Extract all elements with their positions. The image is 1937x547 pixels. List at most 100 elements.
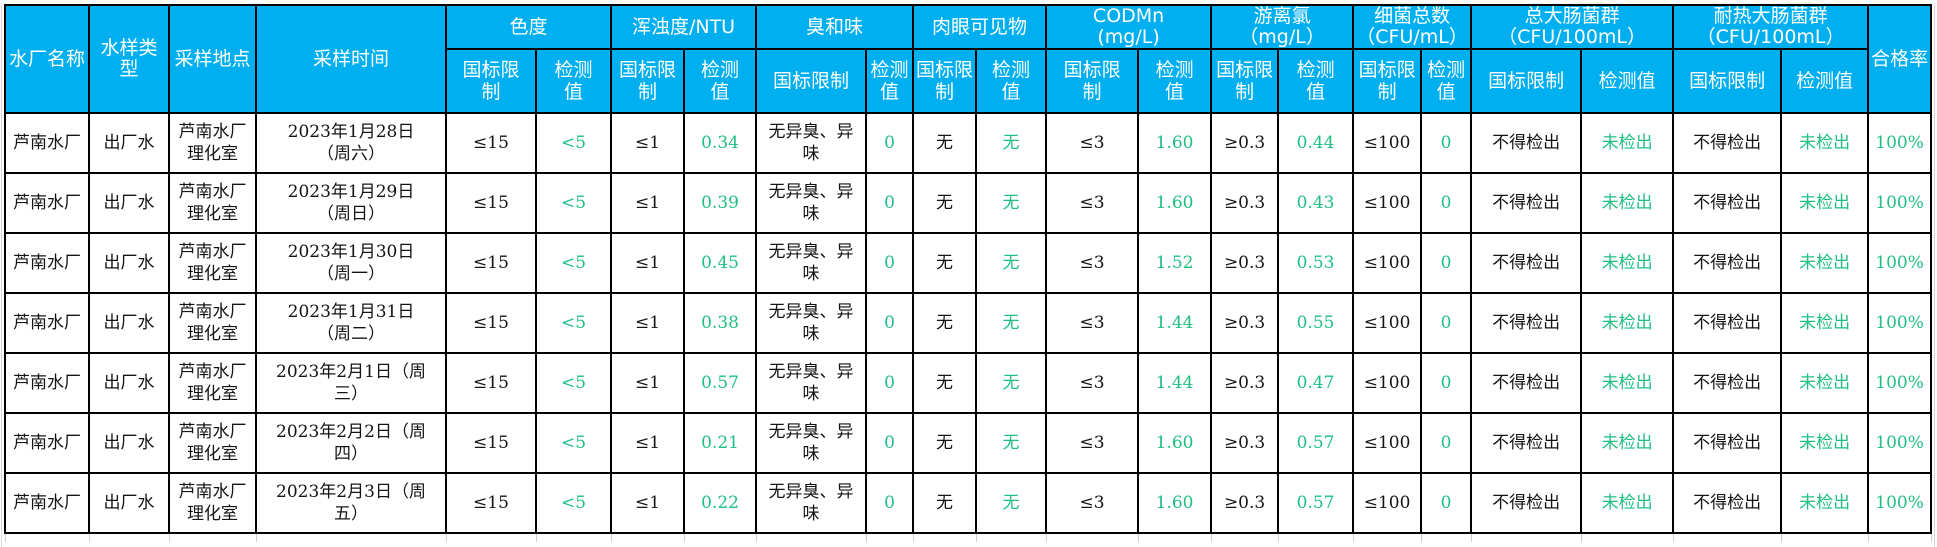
colority-limit-cell: ≤15 xyxy=(445,112,537,174)
cutoff-cell xyxy=(1780,532,1869,542)
bacteria-count-limit-cell: ≤100 xyxy=(1352,352,1423,414)
thermotolerant-coliform-limit-cell: 不得检出 xyxy=(1672,112,1783,174)
turbidity-limit-cell: ≤1 xyxy=(610,472,686,534)
pass-rate-cell: 100% xyxy=(1867,412,1933,474)
odor-taste-value-cell: 0 xyxy=(865,352,915,414)
group-unit: （CFU/100mL） xyxy=(1696,26,1845,48)
bacteria-count-value-cell: 0 xyxy=(1420,352,1473,414)
total-coliform-limit-cell: 不得检出 xyxy=(1470,412,1583,474)
sampling-time-cell: 2023年2月2日（周四） xyxy=(255,412,447,474)
visible-matter-limit-cell: 无 xyxy=(912,172,978,234)
colority-value-cell: <5 xyxy=(534,232,613,294)
sampling-location-cell: 芦南水厂理化室 xyxy=(168,232,257,294)
colority-limit-cell: ≤15 xyxy=(445,412,537,474)
visible-matter-value-cell: 无 xyxy=(975,112,1048,174)
total-coliform-value-cell: 未检出 xyxy=(1580,172,1675,234)
col-header-odor-taste-limit: 国标限制 xyxy=(755,48,868,114)
group-label: 细菌总数 xyxy=(1374,5,1451,27)
thermotolerant-coliform-limit-cell: 不得检出 xyxy=(1672,232,1783,294)
sample-type-cell: 出厂水 xyxy=(88,472,170,534)
cutoff-cell xyxy=(683,532,757,542)
cutoff-cell xyxy=(1672,532,1782,542)
group-label: 色度 xyxy=(509,15,548,38)
col-header-codmn-limit: 国标限制 xyxy=(1045,48,1140,114)
col-header-thermotolerant-coliform-limit: 国标限制 xyxy=(1672,48,1783,114)
col-group-odor-taste: 臭和味 xyxy=(755,4,915,50)
cutoff-cell xyxy=(1045,532,1139,542)
table-row: 芦南水厂 出厂水 芦南水厂理化室 2023年1月31日（周二） ≤15 <5 ≤1 0.38 无… xyxy=(4,292,1933,354)
total-coliform-limit-cell: 不得检出 xyxy=(1470,472,1583,534)
group-label: 总大肠菌群 xyxy=(1524,5,1620,27)
cutoff-cell xyxy=(1277,532,1354,542)
cutoff-cell xyxy=(1580,532,1674,542)
col-group-turbidity: 浑浊度/NTU xyxy=(610,4,758,50)
thermotolerant-coliform-limit-cell: 不得检出 xyxy=(1672,412,1783,474)
colority-value-cell: <5 xyxy=(534,112,613,174)
group-unit: （CFU/100mL） xyxy=(1498,26,1647,48)
thermotolerant-coliform-limit-cell: 不得检出 xyxy=(1672,292,1783,354)
visible-matter-value-cell: 无 xyxy=(975,412,1048,474)
table-row: 芦南水厂 出厂水 芦南水厂理化室 2023年2月1日（周三） ≤15 <5 ≤1 0.57 无异… xyxy=(4,352,1933,414)
table-row: 芦南水厂 出厂水 芦南水厂理化室 2023年1月28日（周六） ≤15 <5 ≤1 0.34 无… xyxy=(4,112,1933,174)
turbidity-value-cell: 0.22 xyxy=(683,472,758,534)
free-chlorine-limit-cell: ≥0.3 xyxy=(1210,112,1280,174)
cutoff-cell xyxy=(912,532,977,542)
group-label: CODMn xyxy=(1092,5,1165,27)
colority-limit-cell: ≤15 xyxy=(445,172,537,234)
sample-type-cell: 出厂水 xyxy=(88,232,170,294)
thermotolerant-coliform-limit-cell: 不得检出 xyxy=(1672,472,1783,534)
sampling-location-cell: 芦南水厂理化室 xyxy=(168,412,257,474)
col-header-free-chlorine-value: 检测值 xyxy=(1277,48,1355,114)
cutoff-cell xyxy=(1210,532,1279,542)
col-header-sample-type: 水样类型 xyxy=(88,4,170,114)
thermotolerant-coliform-value-cell: 未检出 xyxy=(1780,112,1870,174)
free-chlorine-limit-cell: ≥0.3 xyxy=(1210,292,1280,354)
plant-name-cell: 芦南水厂 xyxy=(4,412,90,474)
pass-rate-cell: 100% xyxy=(1867,472,1933,534)
colority-value-cell: <5 xyxy=(534,412,613,474)
sampling-location-cell: 芦南水厂理化室 xyxy=(168,352,257,414)
turbidity-value-cell: 0.34 xyxy=(683,112,758,174)
col-header-visible-matter-value: 检测值 xyxy=(975,48,1048,114)
col-header-pass-rate: 合格率 xyxy=(1867,4,1933,114)
visible-matter-limit-cell: 无 xyxy=(912,112,978,174)
col-header-free-chlorine-limit: 国标限制 xyxy=(1210,48,1280,114)
bacteria-count-limit-cell: ≤100 xyxy=(1352,472,1423,534)
colority-value-cell: <5 xyxy=(534,292,613,354)
cutoff-cell xyxy=(1352,532,1422,542)
odor-taste-limit-cell: 无异臭、异味 xyxy=(755,232,868,294)
col-group-total-coliform: 总大肠菌群 （CFU/100mL） xyxy=(1470,4,1675,50)
codmn-limit-cell: ≤3 xyxy=(1045,172,1140,234)
col-group-visible-matter: 肉眼可见物 xyxy=(912,4,1048,50)
group-unit: （mg/L） xyxy=(1239,26,1325,48)
table-row: 芦南水厂 出厂水 芦南水厂理化室 2023年2月2日（周四） ≤15 <5 ≤1 0.21 无异… xyxy=(4,412,1933,474)
turbidity-value-cell: 0.38 xyxy=(683,292,758,354)
turbidity-limit-cell: ≤1 xyxy=(610,112,686,174)
sampling-time-cell: 2023年2月1日（周三） xyxy=(255,352,447,414)
free-chlorine-limit-cell: ≥0.3 xyxy=(1210,412,1280,474)
free-chlorine-limit-cell: ≥0.3 xyxy=(1210,172,1280,234)
free-chlorine-value-cell: 0.55 xyxy=(1277,292,1355,354)
codmn-value-cell: 1.60 xyxy=(1137,412,1213,474)
sample-type-cell: 出厂水 xyxy=(88,112,170,174)
thermotolerant-coliform-limit-cell: 不得检出 xyxy=(1672,352,1783,414)
bacteria-count-value-cell: 0 xyxy=(1420,472,1473,534)
col-group-thermotolerant-coliform: 耐热大肠菌群 （CFU/100mL） xyxy=(1672,4,1870,50)
total-coliform-limit-cell: 不得检出 xyxy=(1470,352,1583,414)
codmn-limit-cell: ≤3 xyxy=(1045,112,1140,174)
visible-matter-value-cell: 无 xyxy=(975,352,1048,414)
free-chlorine-limit-cell: ≥0.3 xyxy=(1210,472,1280,534)
visible-matter-value-cell: 无 xyxy=(975,172,1048,234)
cutoff-cell xyxy=(535,532,612,542)
turbidity-limit-cell: ≤1 xyxy=(610,232,686,294)
plant-name-cell: 芦南水厂 xyxy=(4,292,90,354)
pass-rate-cell: 100% xyxy=(1867,112,1933,174)
cutoff-cell xyxy=(445,532,537,542)
turbidity-limit-cell: ≤1 xyxy=(610,172,686,234)
plant-name-cell: 芦南水厂 xyxy=(4,352,90,414)
sample-type-cell: 出厂水 xyxy=(88,412,170,474)
cutoff-cell xyxy=(610,532,685,542)
turbidity-limit-cell: ≤1 xyxy=(610,412,686,474)
codmn-value-cell: 1.52 xyxy=(1137,232,1213,294)
free-chlorine-value-cell: 0.44 xyxy=(1277,112,1355,174)
